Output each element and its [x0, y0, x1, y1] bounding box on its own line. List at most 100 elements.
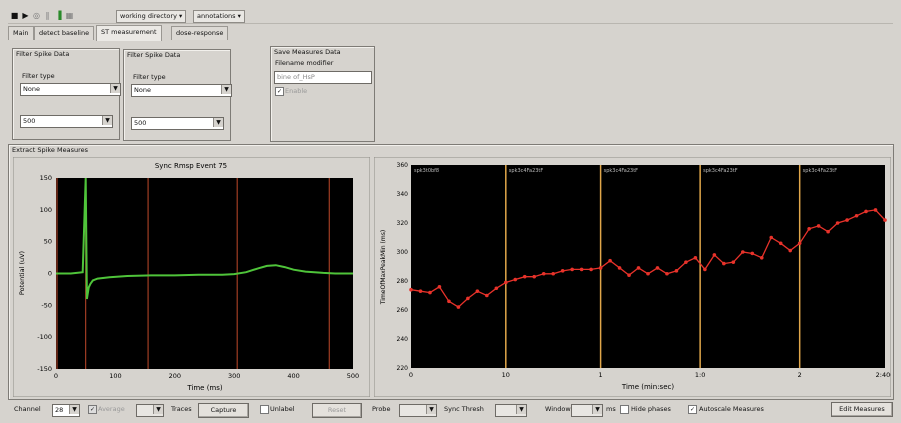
y-tick-label: 220 — [397, 365, 409, 372]
filter-type-select[interactable]: None ▼ — [131, 84, 232, 97]
data-point — [826, 229, 830, 234]
channel-select[interactable]: 28 ▼ — [52, 404, 80, 417]
data-point — [750, 251, 755, 256]
data-point — [674, 269, 679, 273]
unlabel-label: Unlabel — [270, 405, 295, 413]
x-axis-label: Time (min:sec) — [621, 383, 674, 391]
annotations-dropdown[interactable]: annotations ▾ — [193, 10, 245, 23]
tab-detect-baseline[interactable]: detect baseline — [34, 26, 95, 40]
data-point — [741, 250, 745, 254]
data-point — [854, 213, 859, 218]
segment-label: spk3t0bf8 — [414, 168, 439, 174]
y-tick-label: -150 — [37, 365, 52, 373]
reset-button[interactable]: Reset — [312, 403, 362, 418]
data-point — [788, 248, 792, 253]
chevron-down-icon: ▼ — [516, 405, 526, 414]
edit-measures-button[interactable]: Edit Measures — [831, 402, 893, 417]
data-point — [560, 269, 565, 273]
filter-type-select[interactable]: None ▼ — [20, 83, 121, 96]
hide-phases-checkbox[interactable] — [620, 405, 629, 414]
filter-type-label: Filter type — [133, 73, 166, 81]
working-directory-dropdown[interactable]: working directory ▾ — [116, 10, 187, 23]
data-point — [608, 258, 612, 263]
tab-main[interactable]: Main — [8, 26, 34, 40]
plot-area — [56, 178, 353, 369]
segment-label: spk3c4Fa23tF — [604, 168, 639, 174]
x-tick-label: 0 — [409, 371, 413, 379]
data-point — [636, 266, 641, 270]
chevron-down-icon: ▼ — [426, 405, 436, 414]
sync-thresh-select[interactable]: ▼ — [495, 404, 527, 417]
data-point — [570, 267, 574, 272]
group-title: Extract Spike Measures — [12, 146, 89, 154]
average-count-select[interactable]: ▼ — [136, 404, 164, 417]
chevron-down-icon: ▼ — [69, 405, 79, 414]
data-point — [513, 277, 518, 282]
filter-type-label: Filter type — [22, 72, 55, 80]
data-point — [428, 290, 432, 295]
y-tick-label: 280 — [397, 278, 409, 285]
plot-area — [411, 165, 885, 368]
filename-modifier-input[interactable]: bine of_HsP — [274, 71, 372, 84]
filter-value-select[interactable]: 500 ▼ — [131, 117, 224, 130]
grid-icon[interactable]: ▦ — [65, 11, 74, 20]
y-tick-label: 100 — [40, 206, 52, 214]
data-point — [684, 260, 688, 264]
y-axis-label: Potential (uV) — [18, 251, 26, 295]
group-title: Save Measures Data — [274, 48, 341, 56]
autoscale-checkbox[interactable]: ✓ — [688, 405, 697, 414]
pause-icon[interactable]: ∥ — [45, 11, 50, 20]
filename-modifier-label: Filename modifier — [275, 59, 334, 67]
y-tick-label: 340 — [397, 191, 409, 198]
data-point — [722, 261, 726, 266]
stop-icon[interactable]: ■ — [10, 11, 19, 20]
data-point — [598, 266, 603, 270]
green-record-icon[interactable]: ▐ — [55, 11, 62, 20]
data-point — [551, 271, 555, 276]
data-point — [447, 299, 451, 304]
play-icon[interactable]: ▶ — [22, 11, 29, 20]
filter-value-select[interactable]: 500 ▼ — [20, 115, 113, 128]
enable-checkbox[interactable]: ✓ — [275, 87, 284, 96]
autoscale-measures-label: Autoscale Measures — [699, 405, 764, 413]
x-tick-label: 500 — [347, 372, 359, 380]
x-tick-label: 1 — [599, 371, 603, 379]
tab-st-measurement[interactable]: ST measurement — [96, 25, 162, 41]
y-tick-label: 360 — [397, 162, 409, 169]
y-tick-label: 150 — [40, 174, 52, 182]
measures-chart: spk3t0bf8 spk3c4Fa23tF spk3c4Fa23tF spk3c4F… — [374, 157, 891, 397]
probe-select[interactable]: ▼ — [399, 404, 437, 417]
data-point — [646, 271, 650, 276]
unlabel-checkbox[interactable] — [260, 405, 269, 414]
segment-label: spk3c4Fa23tF — [803, 168, 838, 174]
capture-button[interactable]: Capture — [198, 403, 249, 418]
y-axis-label: TimeOfMaxPeakMin (ms) — [380, 230, 387, 305]
record-icon[interactable]: ◎ — [33, 11, 40, 20]
chart-title: Sync Rmsp Event 75 — [155, 162, 227, 170]
probe-label: Probe — [372, 405, 391, 413]
hide-phases-label: Hide phases — [631, 405, 671, 413]
window-select[interactable]: ▼ — [571, 404, 603, 417]
data-point — [712, 253, 717, 257]
data-point — [693, 256, 698, 260]
y-tick-label: -50 — [41, 301, 52, 309]
y-tick-label: -100 — [37, 333, 52, 341]
x-tick-label: 300 — [228, 372, 240, 380]
chevron-down-icon: ▼ — [102, 116, 112, 125]
data-point — [504, 280, 508, 285]
filter-spike-data-group-2: Filter Spike Data Filter type None ▼ 500 ▼ — [123, 49, 232, 141]
data-point — [541, 271, 546, 276]
spike-trace-chart: Sync Rmsp Event 75 0 100 200 300 400 50015010… — [13, 157, 370, 397]
data-point — [589, 267, 593, 272]
data-point — [627, 273, 631, 277]
data-point — [665, 271, 669, 276]
group-title: Filter Spike Data — [127, 51, 181, 59]
data-point — [475, 289, 480, 293]
tab-dose-response[interactable]: dose-response — [171, 26, 229, 40]
data-point — [579, 267, 584, 272]
traces-label: Traces — [171, 405, 192, 413]
data-point — [845, 218, 849, 222]
average-checkbox[interactable]: ✓ — [88, 405, 97, 414]
average-label: Average — [98, 405, 125, 413]
chevron-down-icon: ▼ — [592, 405, 602, 414]
